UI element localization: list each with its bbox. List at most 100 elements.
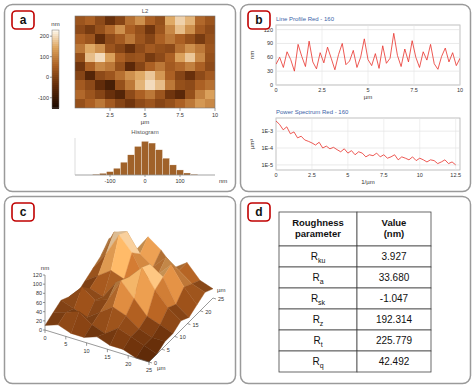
grid-line xyxy=(368,25,369,85)
colorbar-tick xyxy=(50,97,52,98)
tick xyxy=(180,108,181,111)
heatmap-cell xyxy=(195,44,206,54)
panel-frame xyxy=(5,197,236,384)
heatmap-cell xyxy=(95,25,106,35)
heatmap-cell xyxy=(155,16,166,26)
heatmap-cell xyxy=(165,34,176,44)
z-tick-label: 40 xyxy=(36,309,42,315)
heatmap-cell xyxy=(185,99,196,108)
parameter-symbol: R xyxy=(313,314,320,325)
heatmap-cell xyxy=(75,90,86,100)
header-line: Roughness xyxy=(292,217,344,228)
heatmap-cell xyxy=(155,80,166,90)
heatmap-cell xyxy=(145,90,156,100)
x-tick-label: 25 xyxy=(146,367,152,373)
x-tick-label: -100 xyxy=(104,178,115,184)
x-axis-label: µm xyxy=(364,94,372,100)
heatmap-cell xyxy=(135,25,146,35)
y-axis xyxy=(75,138,76,175)
tick xyxy=(107,349,108,352)
x-axis xyxy=(45,330,149,362)
colorbar-label: nm xyxy=(51,21,59,27)
y-tick-label: 1E-4 xyxy=(261,145,273,151)
heatmap-cell xyxy=(145,44,156,54)
heatmap-cell xyxy=(185,53,196,63)
x-tick-label: 20 xyxy=(125,361,131,367)
data-line xyxy=(276,33,460,71)
heatmap-cell xyxy=(175,62,186,72)
tick xyxy=(110,175,111,177)
header-text: Value(nm) xyxy=(382,217,407,239)
histogram-bars xyxy=(93,141,198,175)
heatmap-cell xyxy=(175,34,186,44)
heatmap-cell xyxy=(135,53,146,63)
heatmap-cell xyxy=(165,16,176,26)
x-tick-label: 0 xyxy=(143,178,146,184)
heatmap-cell xyxy=(195,25,206,35)
grid-line xyxy=(414,25,415,85)
x-tick-label: 7.5 xyxy=(380,172,388,178)
heatmap-cell xyxy=(195,71,206,81)
heatmap-cell xyxy=(155,44,166,54)
heatmap-cell xyxy=(165,99,176,108)
y-tick-label: 20 xyxy=(205,309,211,315)
z-tick-label: 0 xyxy=(39,327,42,333)
y-tick-label: 5 xyxy=(167,347,170,353)
heatmap-cell xyxy=(85,90,96,100)
heatmap-cell xyxy=(175,90,186,100)
y-tick-label: 0 xyxy=(154,360,157,366)
parameter-name: Rku xyxy=(311,251,326,264)
heatmap-cell xyxy=(165,44,176,54)
x-axis-label: µm xyxy=(141,119,149,125)
x-tick-label: 7.5 xyxy=(176,112,184,118)
heatmap-cell xyxy=(125,53,136,63)
heatmap-cell xyxy=(165,62,176,72)
histogram-bar xyxy=(107,172,114,175)
x-tick-label: 2.5 xyxy=(106,112,114,118)
z-axis-label: nm xyxy=(41,265,49,271)
figure: L22.557.510µm-1000100200nm-1000100Histog… xyxy=(0,0,474,387)
image-frame xyxy=(75,16,215,108)
plot-frame xyxy=(276,118,460,170)
header-cell xyxy=(357,212,431,246)
x-tick-label: 0 xyxy=(43,335,46,341)
heatmap-cell xyxy=(165,53,176,63)
grid-line xyxy=(311,118,312,170)
heatmap-cell xyxy=(205,71,215,81)
heatmap-cell xyxy=(95,90,106,100)
x-tick-label: 10 xyxy=(212,112,218,118)
tick xyxy=(45,330,46,333)
heatmap-cell xyxy=(115,53,126,63)
heatmap-cell xyxy=(185,25,196,35)
table-cell xyxy=(357,267,431,288)
parameter-symbol: R xyxy=(311,293,318,304)
title: L2 xyxy=(142,8,149,14)
panel-frame xyxy=(241,5,471,192)
parameter-value: 42.492 xyxy=(379,356,410,367)
table-cell xyxy=(357,330,431,351)
table-cell xyxy=(279,309,357,330)
panel-label: a xyxy=(20,13,27,27)
table-cell xyxy=(357,246,431,267)
heatmap-cell xyxy=(185,90,196,100)
histogram-bar xyxy=(156,150,163,175)
plot-frame xyxy=(276,25,460,85)
heatmap-cell xyxy=(75,71,86,81)
x-tick-label: 0 xyxy=(274,172,277,178)
colorbar-slice xyxy=(52,30,59,32)
heatmap-cell xyxy=(95,34,106,44)
tick xyxy=(86,343,87,346)
panel-label: b xyxy=(255,13,262,27)
heatmap-cell xyxy=(205,90,215,100)
y-axis-label: µm xyxy=(217,287,225,293)
heatmap-cell xyxy=(95,71,106,81)
parameter-name: Rt xyxy=(313,335,322,348)
heatmap-cell xyxy=(175,53,186,63)
heatmap-cell xyxy=(85,53,96,63)
x-axis-label: nm xyxy=(219,178,227,184)
heatmap-cell xyxy=(145,34,156,44)
heatmap-cell xyxy=(125,44,136,54)
roughness-table: RoughnessparameterValue(nm)Rku3.927Ra33.… xyxy=(279,212,431,372)
heatmap-cell xyxy=(175,44,186,54)
title: Power Spectrum Red - 160 xyxy=(276,109,349,115)
